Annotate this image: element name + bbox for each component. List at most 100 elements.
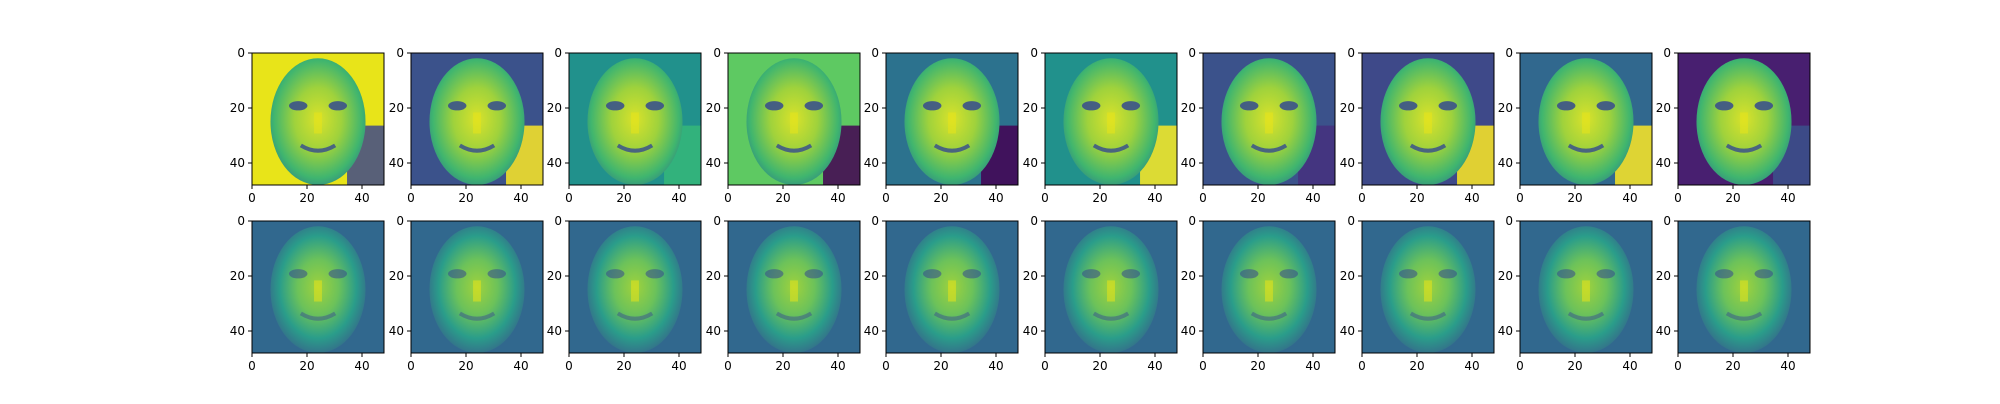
y-tick-label: 20 (1656, 269, 1671, 283)
nose (1740, 280, 1748, 302)
nose (631, 280, 639, 302)
axes-frame (1361, 220, 1495, 354)
mouth (1725, 311, 1763, 321)
face-panel-r1-c8: 0 20 40 0 20 40 (1340, 46, 1495, 205)
x-tick-label: 0 (1041, 359, 1049, 373)
y-tick-label: 40 (1023, 156, 1038, 170)
axes-frame (1519, 52, 1653, 186)
x-tick-label: 0 (1199, 191, 1207, 205)
mouth (1725, 143, 1763, 153)
face-panel-r2-c1: 0 20 40 0 20 40 (230, 214, 385, 373)
face-panel-r1-c4: 0 20 40 0 20 40 (706, 46, 861, 205)
face-panel-r1-c10: 0 20 40 0 20 40 (1656, 46, 1811, 205)
right-eye (1121, 269, 1141, 279)
left-eye (447, 269, 467, 279)
x-tick-label: 20 (933, 359, 948, 373)
axes-frame (410, 52, 544, 186)
right-eye (1596, 101, 1616, 111)
left-eye (1714, 101, 1734, 111)
y-tick-label: 0 (1663, 214, 1671, 228)
x-tick-label: 40 (1305, 359, 1320, 373)
right-eye (804, 101, 824, 111)
right-eye (1596, 269, 1616, 279)
y-tick-label: 20 (389, 101, 404, 115)
face-panel-r1-c7: 0 20 40 0 20 40 (1181, 46, 1336, 205)
x-tick-label: 20 (1725, 359, 1740, 373)
nose (473, 112, 481, 134)
axes-frame (727, 52, 861, 186)
right-eye (487, 269, 507, 279)
y-tick-label: 0 (396, 46, 404, 60)
left-eye (922, 101, 942, 111)
nose (1582, 112, 1590, 134)
axes-frame (1044, 220, 1178, 354)
axes-frame (1519, 220, 1653, 354)
axes-frame (1044, 52, 1178, 186)
y-tick-label: 20 (1023, 269, 1038, 283)
y-tick-label: 20 (1498, 101, 1513, 115)
y-tick-label: 0 (1030, 214, 1038, 228)
left-eye (288, 269, 308, 279)
mouth (299, 311, 337, 321)
x-tick-label: 20 (616, 359, 631, 373)
left-eye (764, 269, 784, 279)
y-tick-label: 20 (1181, 269, 1196, 283)
x-tick-label: 40 (354, 359, 369, 373)
x-tick-label: 0 (1358, 359, 1366, 373)
y-tick-label: 0 (1505, 214, 1513, 228)
mouth (1409, 311, 1447, 321)
nose (1740, 112, 1748, 134)
x-tick-label: 20 (616, 191, 631, 205)
y-tick-label: 20 (1656, 101, 1671, 115)
left-eye (1556, 269, 1576, 279)
x-tick-label: 20 (775, 359, 790, 373)
x-tick-label: 20 (1567, 359, 1582, 373)
y-tick-label: 40 (864, 324, 879, 338)
x-tick-label: 20 (1250, 191, 1265, 205)
x-tick-label: 40 (988, 359, 1003, 373)
nose (948, 280, 956, 302)
x-tick-label: 40 (671, 191, 686, 205)
x-tick-label: 0 (1516, 191, 1524, 205)
x-tick-label: 0 (724, 359, 732, 373)
x-tick-label: 40 (1780, 191, 1795, 205)
x-tick-label: 40 (988, 191, 1003, 205)
right-eye (962, 269, 982, 279)
mouth (775, 311, 813, 321)
x-tick-label: 40 (1305, 191, 1320, 205)
left-eye (447, 101, 467, 111)
y-tick-label: 20 (1340, 101, 1355, 115)
x-tick-label: 20 (299, 191, 314, 205)
axes-frame (1677, 220, 1811, 354)
x-tick-label: 0 (248, 191, 256, 205)
y-tick-label: 0 (1663, 46, 1671, 60)
y-tick-label: 0 (1347, 46, 1355, 60)
mouth (933, 311, 971, 321)
y-tick-label: 40 (389, 156, 404, 170)
nose (1107, 112, 1115, 134)
mouth (1567, 143, 1605, 153)
x-tick-label: 40 (513, 191, 528, 205)
x-tick-label: 0 (407, 191, 415, 205)
mouth (299, 143, 337, 153)
y-tick-label: 40 (1498, 324, 1513, 338)
nose (790, 112, 798, 134)
y-tick-label: 0 (871, 46, 879, 60)
face-panel-r2-c8: 0 20 40 0 20 40 (1340, 214, 1495, 373)
x-tick-label: 0 (1516, 359, 1524, 373)
y-tick-label: 40 (547, 156, 562, 170)
right-eye (1438, 101, 1458, 111)
right-eye (487, 101, 507, 111)
right-eye (645, 101, 665, 111)
x-tick-label: 20 (1092, 359, 1107, 373)
y-tick-label: 0 (1347, 214, 1355, 228)
y-tick-label: 0 (554, 214, 562, 228)
nose (314, 112, 322, 134)
x-tick-label: 20 (299, 359, 314, 373)
y-tick-label: 40 (1181, 324, 1196, 338)
y-tick-label: 20 (547, 101, 562, 115)
mouth (1092, 143, 1130, 153)
face-panel-r2-c2: 0 20 40 0 20 40 (389, 214, 544, 373)
left-eye (288, 101, 308, 111)
x-tick-label: 20 (1567, 191, 1582, 205)
